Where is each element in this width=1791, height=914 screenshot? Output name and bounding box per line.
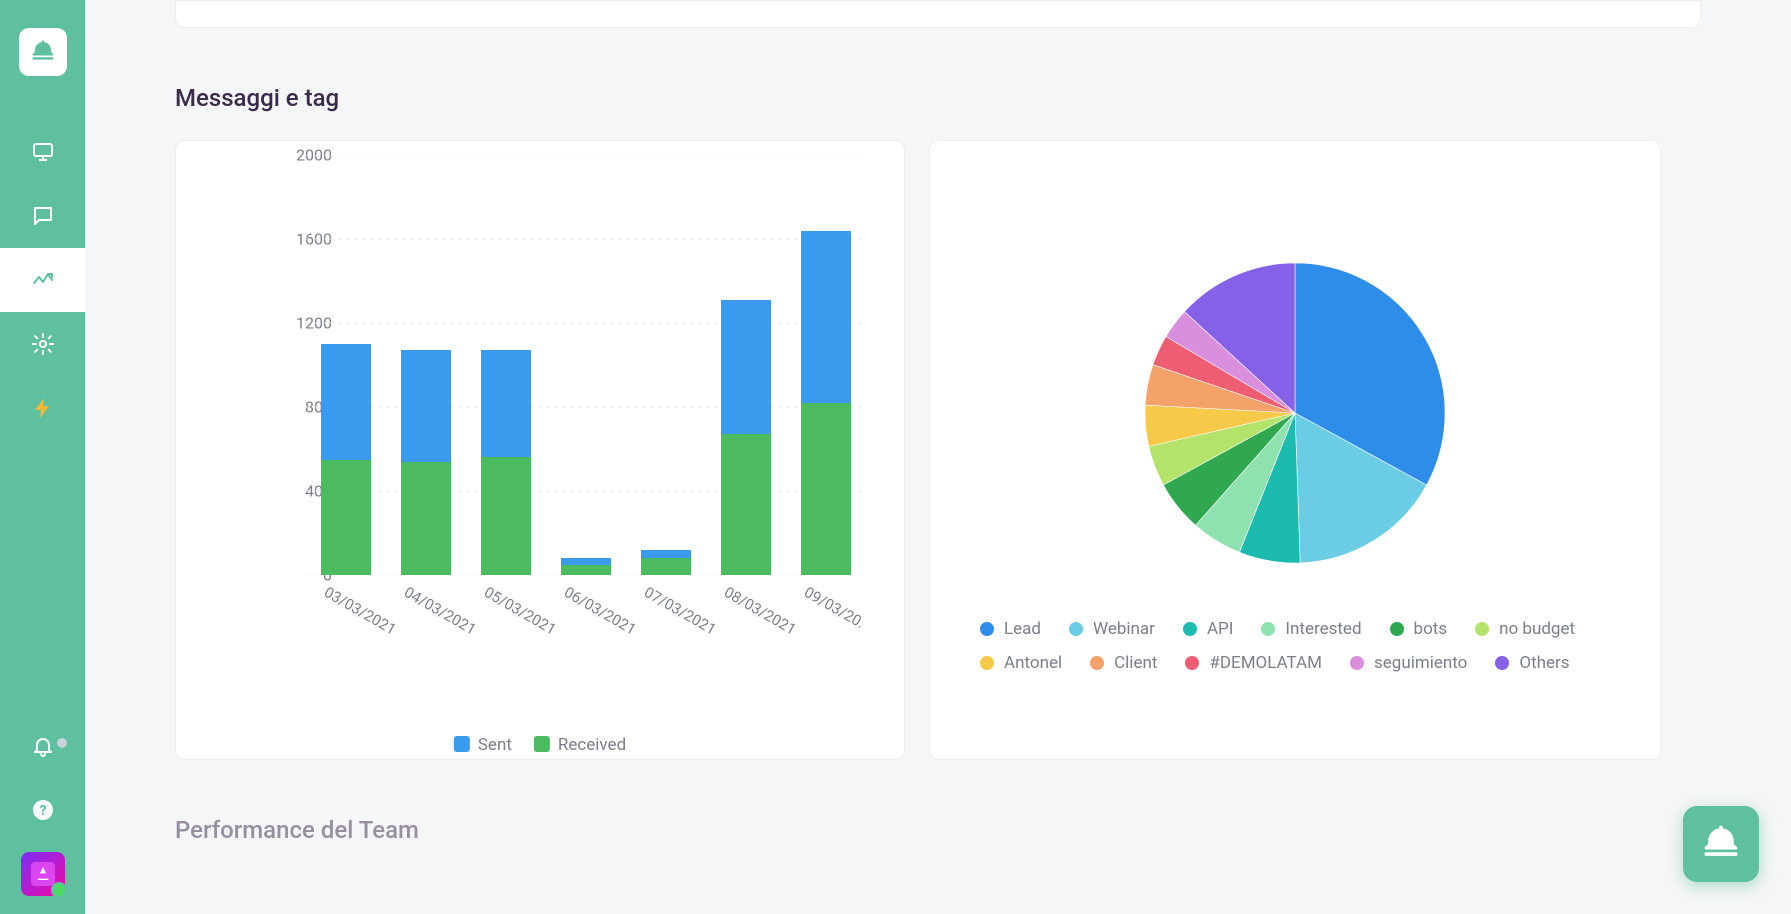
legend-dot-icon [1185, 656, 1199, 670]
bar-sent [561, 558, 611, 564]
legend-label: API [1207, 619, 1233, 639]
legend-label: Interested [1285, 619, 1361, 639]
bar-sent [641, 550, 691, 558]
legend-dot-icon [1475, 622, 1489, 636]
pie-legend-item[interactable]: no budget [1475, 619, 1575, 639]
xtick-label: 04/03/2021 [401, 583, 479, 639]
legend-dot-icon [1261, 622, 1275, 636]
next-section-title: Performance del Team [175, 816, 1701, 844]
xtick-label: 03/03/2021 [321, 583, 399, 639]
sidebar-item-analytics[interactable] [0, 248, 85, 312]
pie-legend-item[interactable]: Client [1090, 653, 1157, 673]
sidebar: ? [0, 0, 85, 914]
legend-label: Antonel [1004, 653, 1062, 673]
pie-legend-item[interactable]: Webinar [1069, 619, 1155, 639]
legend-label: #DEMOLATAM [1209, 653, 1322, 673]
legend-label: Webinar [1093, 619, 1155, 639]
xtick-label: 06/03/2021 [561, 583, 639, 639]
sidebar-item-chat[interactable] [0, 184, 85, 248]
legend-label: Client [1114, 653, 1157, 673]
legend-label: Others [1519, 653, 1569, 673]
bar-received [321, 460, 371, 576]
sidebar-item-bolt[interactable] [0, 376, 85, 440]
sidebar-logo[interactable] [19, 28, 67, 76]
bar-chart-plot [306, 155, 866, 575]
bar-received [481, 457, 531, 575]
previous-card-edge [175, 0, 1701, 28]
messages-bar-chart-card: 0400800120016002000 03/03/202104/03/2021… [175, 140, 905, 760]
tags-pie-chart-card: Lead Webinar API Interested bots no budget Ant… [929, 140, 1661, 760]
sidebar-item-notifications[interactable] [0, 724, 85, 768]
legend-dot-icon [1069, 622, 1083, 636]
legend-label: seguimiento [1374, 653, 1467, 673]
bar-sent [321, 344, 371, 460]
legend-dot-icon [1495, 656, 1509, 670]
legend-label: Lead [1004, 619, 1041, 639]
sidebar-item-monitor[interactable] [0, 120, 85, 184]
bar-received [721, 434, 771, 575]
bar-sent [801, 231, 851, 403]
bar-received [801, 403, 851, 575]
bar-sent [401, 350, 451, 461]
pie-chart [1145, 263, 1445, 563]
section-title: Messaggi e tag [175, 84, 1701, 112]
legend-dot-icon [1090, 656, 1104, 670]
sidebar-item-help[interactable]: ? [0, 788, 85, 832]
pie-legend-item[interactable]: Antonel [980, 653, 1062, 673]
sidebar-item-settings[interactable] [0, 312, 85, 376]
bar-received [401, 462, 451, 575]
legend-dot-icon [980, 622, 994, 636]
bar-sent [481, 350, 531, 457]
legend-dot-icon [1183, 622, 1197, 636]
legend-item: Received [534, 735, 626, 755]
legend-dot-icon [980, 656, 994, 670]
sidebar-avatar[interactable] [21, 852, 65, 896]
notification-dot-icon [57, 738, 67, 748]
pie-legend-item[interactable]: API [1183, 619, 1233, 639]
bar-chart-legend: Sent Received [454, 735, 626, 755]
legend-item: Sent [454, 735, 512, 755]
main-content: Messaggi e tag 0400800120016002000 03/03… [85, 0, 1791, 844]
legend-dot-icon [1350, 656, 1364, 670]
pie-legend-item[interactable]: Lead [980, 619, 1041, 639]
bar-received [561, 565, 611, 576]
xtick-label: 08/03/2021 [721, 583, 799, 639]
legend-label: no budget [1499, 619, 1575, 639]
xtick-label: 05/03/2021 [481, 583, 559, 639]
legend-label: bots [1414, 619, 1448, 639]
pie-legend-item[interactable]: #DEMOLATAM [1185, 653, 1322, 673]
xtick-label: 09/03/20. [801, 583, 868, 632]
pie-legend-item[interactable]: Others [1495, 653, 1569, 673]
pie-legend-item[interactable]: Interested [1261, 619, 1361, 639]
chat-fab-button[interactable] [1683, 806, 1759, 882]
xtick-label: 07/03/2021 [641, 583, 719, 639]
bar-received [641, 558, 691, 575]
pie-chart-legend: Lead Webinar API Interested bots no budget Ant… [950, 619, 1640, 673]
legend-dot-icon [1390, 622, 1404, 636]
svg-text:?: ? [39, 803, 46, 819]
bar-sent [721, 300, 771, 434]
pie-legend-item[interactable]: bots [1390, 619, 1448, 639]
pie-legend-item[interactable]: seguimiento [1350, 653, 1467, 673]
